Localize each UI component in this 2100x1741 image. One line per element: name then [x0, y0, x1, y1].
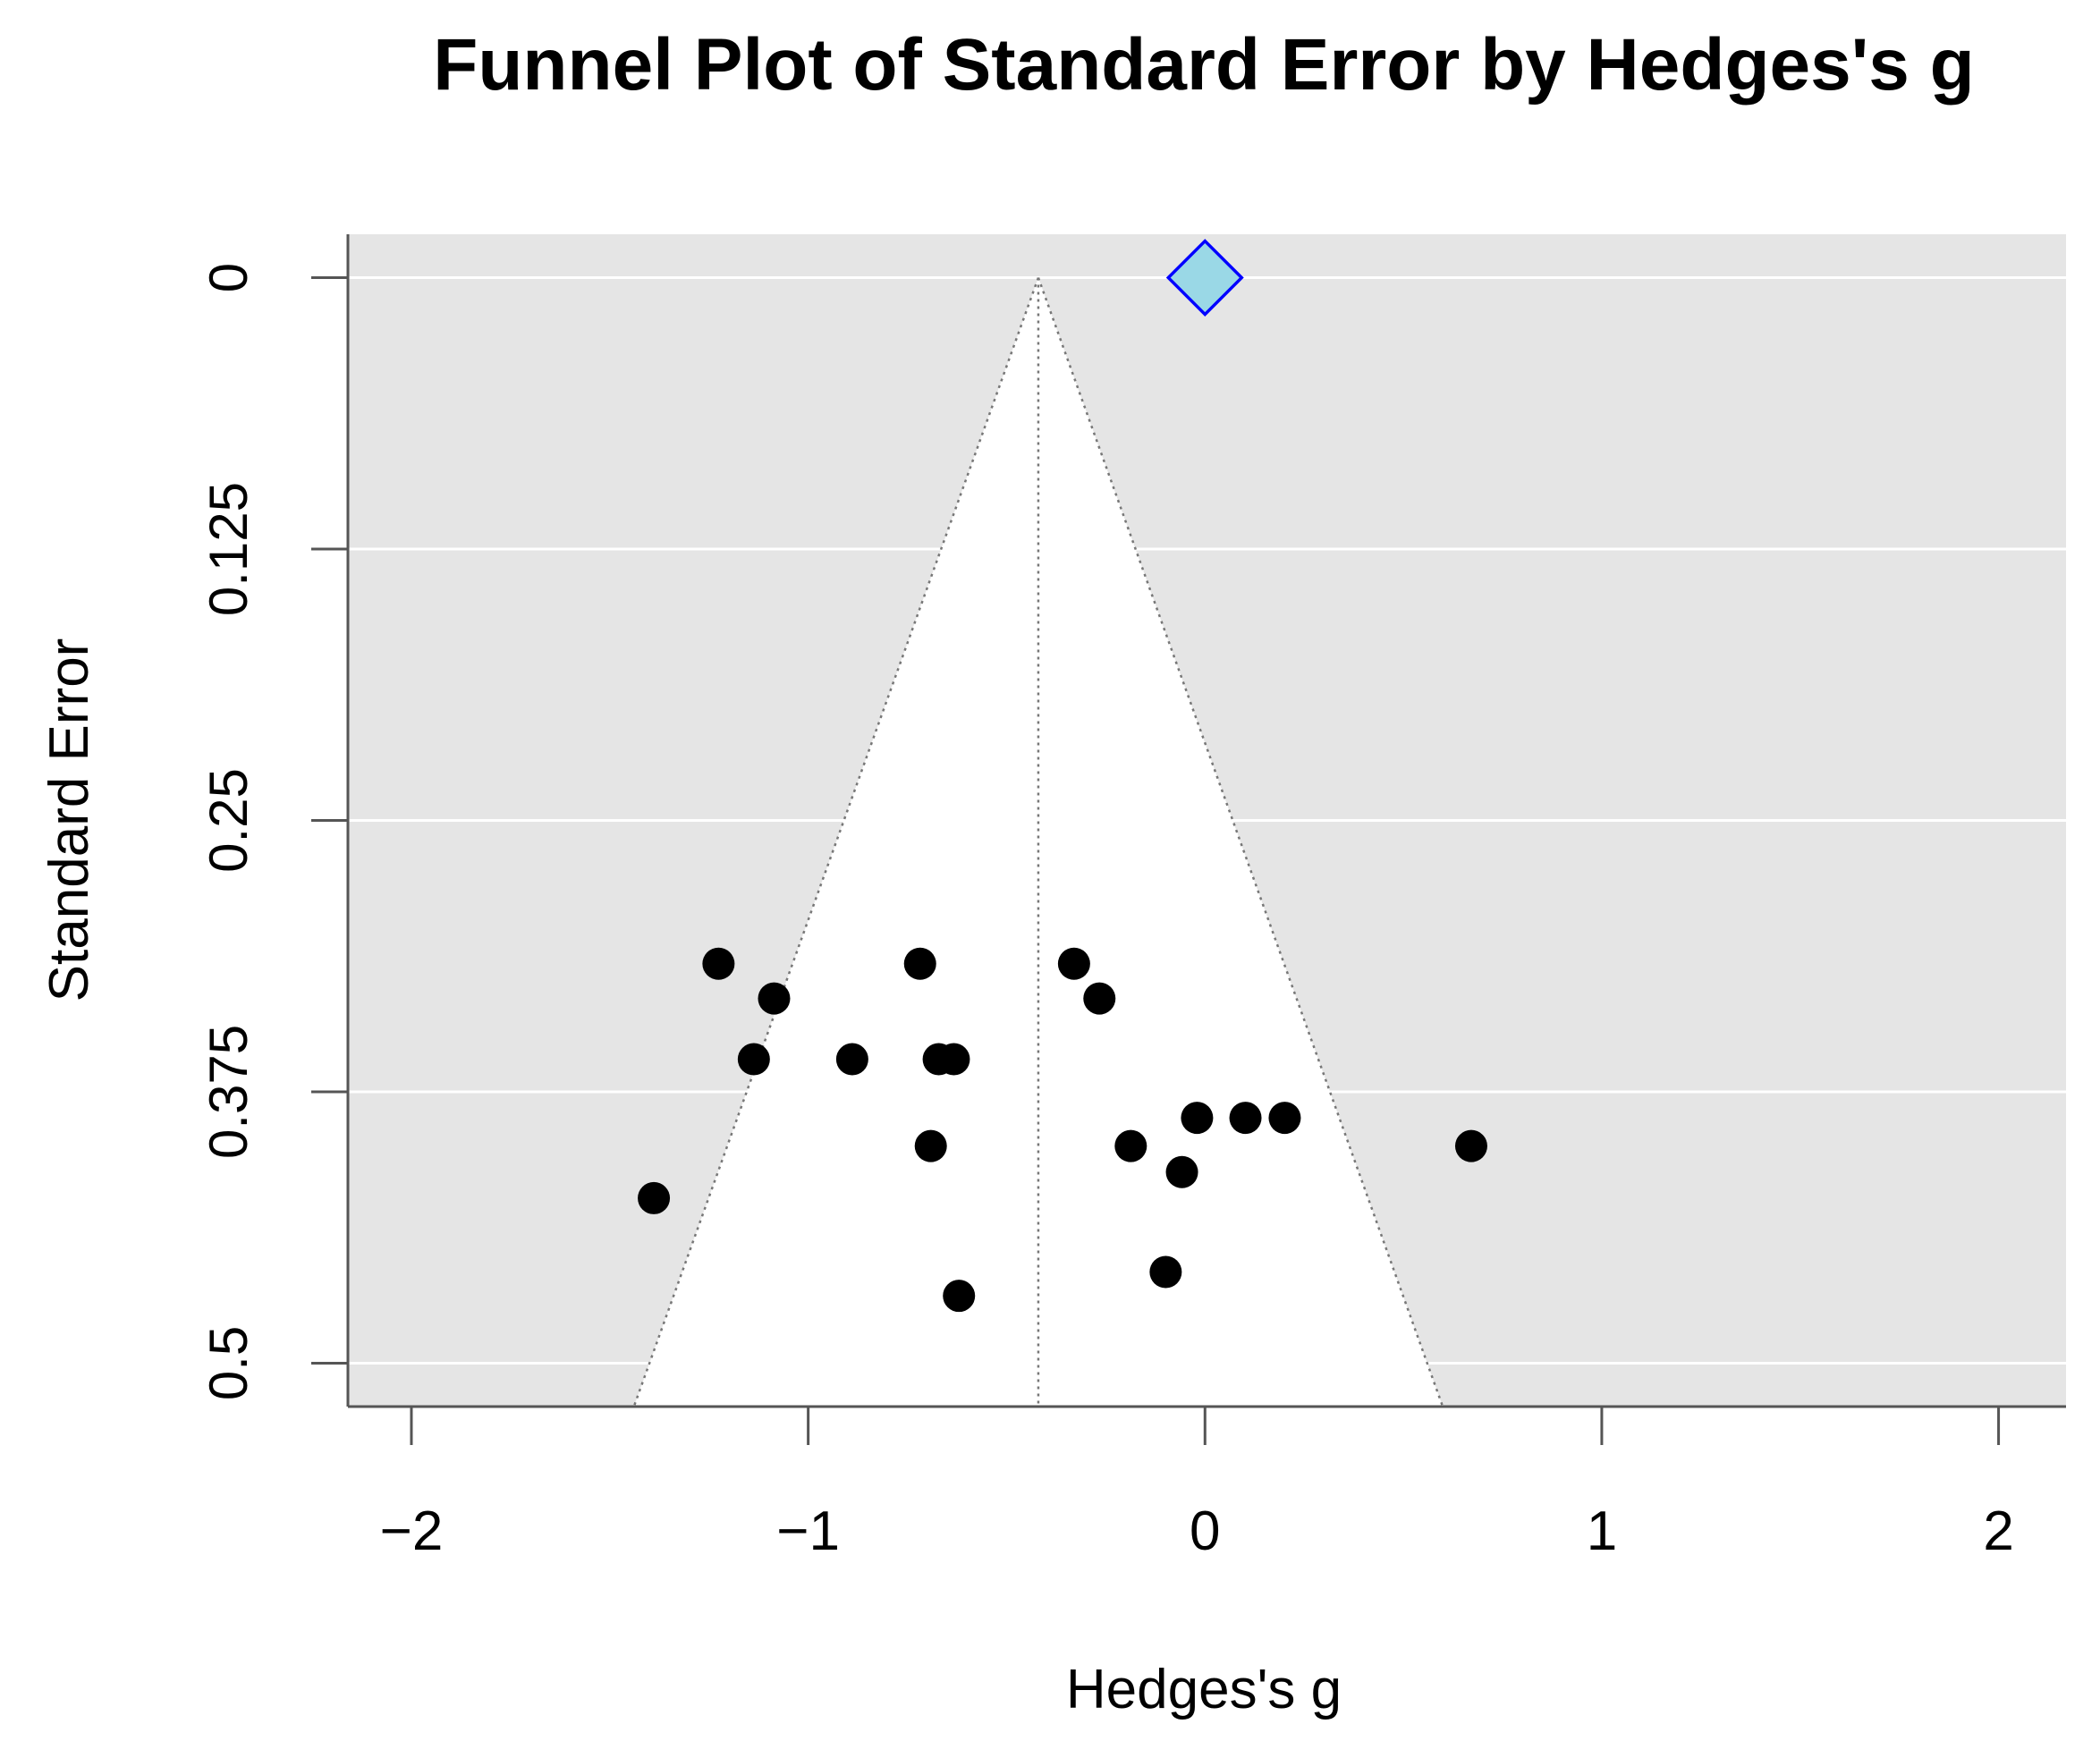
study-point: [1165, 1155, 1198, 1188]
x-tick-label: 2: [1983, 1500, 2013, 1562]
study-point: [758, 982, 791, 1015]
x-tick-label: 1: [1587, 1500, 1617, 1562]
study-point: [1083, 982, 1116, 1015]
x-tick-label: 0: [1190, 1500, 1220, 1562]
study-point: [1268, 1102, 1301, 1135]
study-point: [737, 1043, 770, 1076]
study-point: [1149, 1255, 1182, 1289]
study-point: [943, 1280, 976, 1313]
study-point: [1229, 1102, 1262, 1135]
study-point: [638, 1181, 671, 1214]
study-point: [1057, 947, 1090, 980]
y-tick-label: 0: [199, 263, 258, 292]
study-point: [1114, 1129, 1147, 1162]
x-axis-label: Hedges's g: [1066, 1659, 1342, 1720]
x-tick-label: −2: [380, 1500, 444, 1562]
chart-title: Funnel Plot of Standard Error by Hedges'…: [433, 24, 1974, 106]
x-tick-label: −1: [776, 1500, 840, 1562]
study-point: [702, 947, 735, 980]
y-axis-label: Standard Error: [38, 638, 100, 1002]
y-tick-label: 0.25: [199, 768, 258, 873]
study-point: [1181, 1102, 1214, 1135]
study-point: [835, 1043, 868, 1076]
study-point: [1454, 1129, 1487, 1162]
study-point: [937, 1043, 970, 1076]
study-point: [914, 1129, 947, 1162]
y-tick-label: 0.375: [199, 1025, 258, 1159]
summary-diamond: [1165, 239, 1244, 317]
y-tick-label: 0.125: [199, 482, 258, 616]
study-point: [903, 947, 936, 980]
y-tick-label: 0.5: [199, 1326, 258, 1400]
